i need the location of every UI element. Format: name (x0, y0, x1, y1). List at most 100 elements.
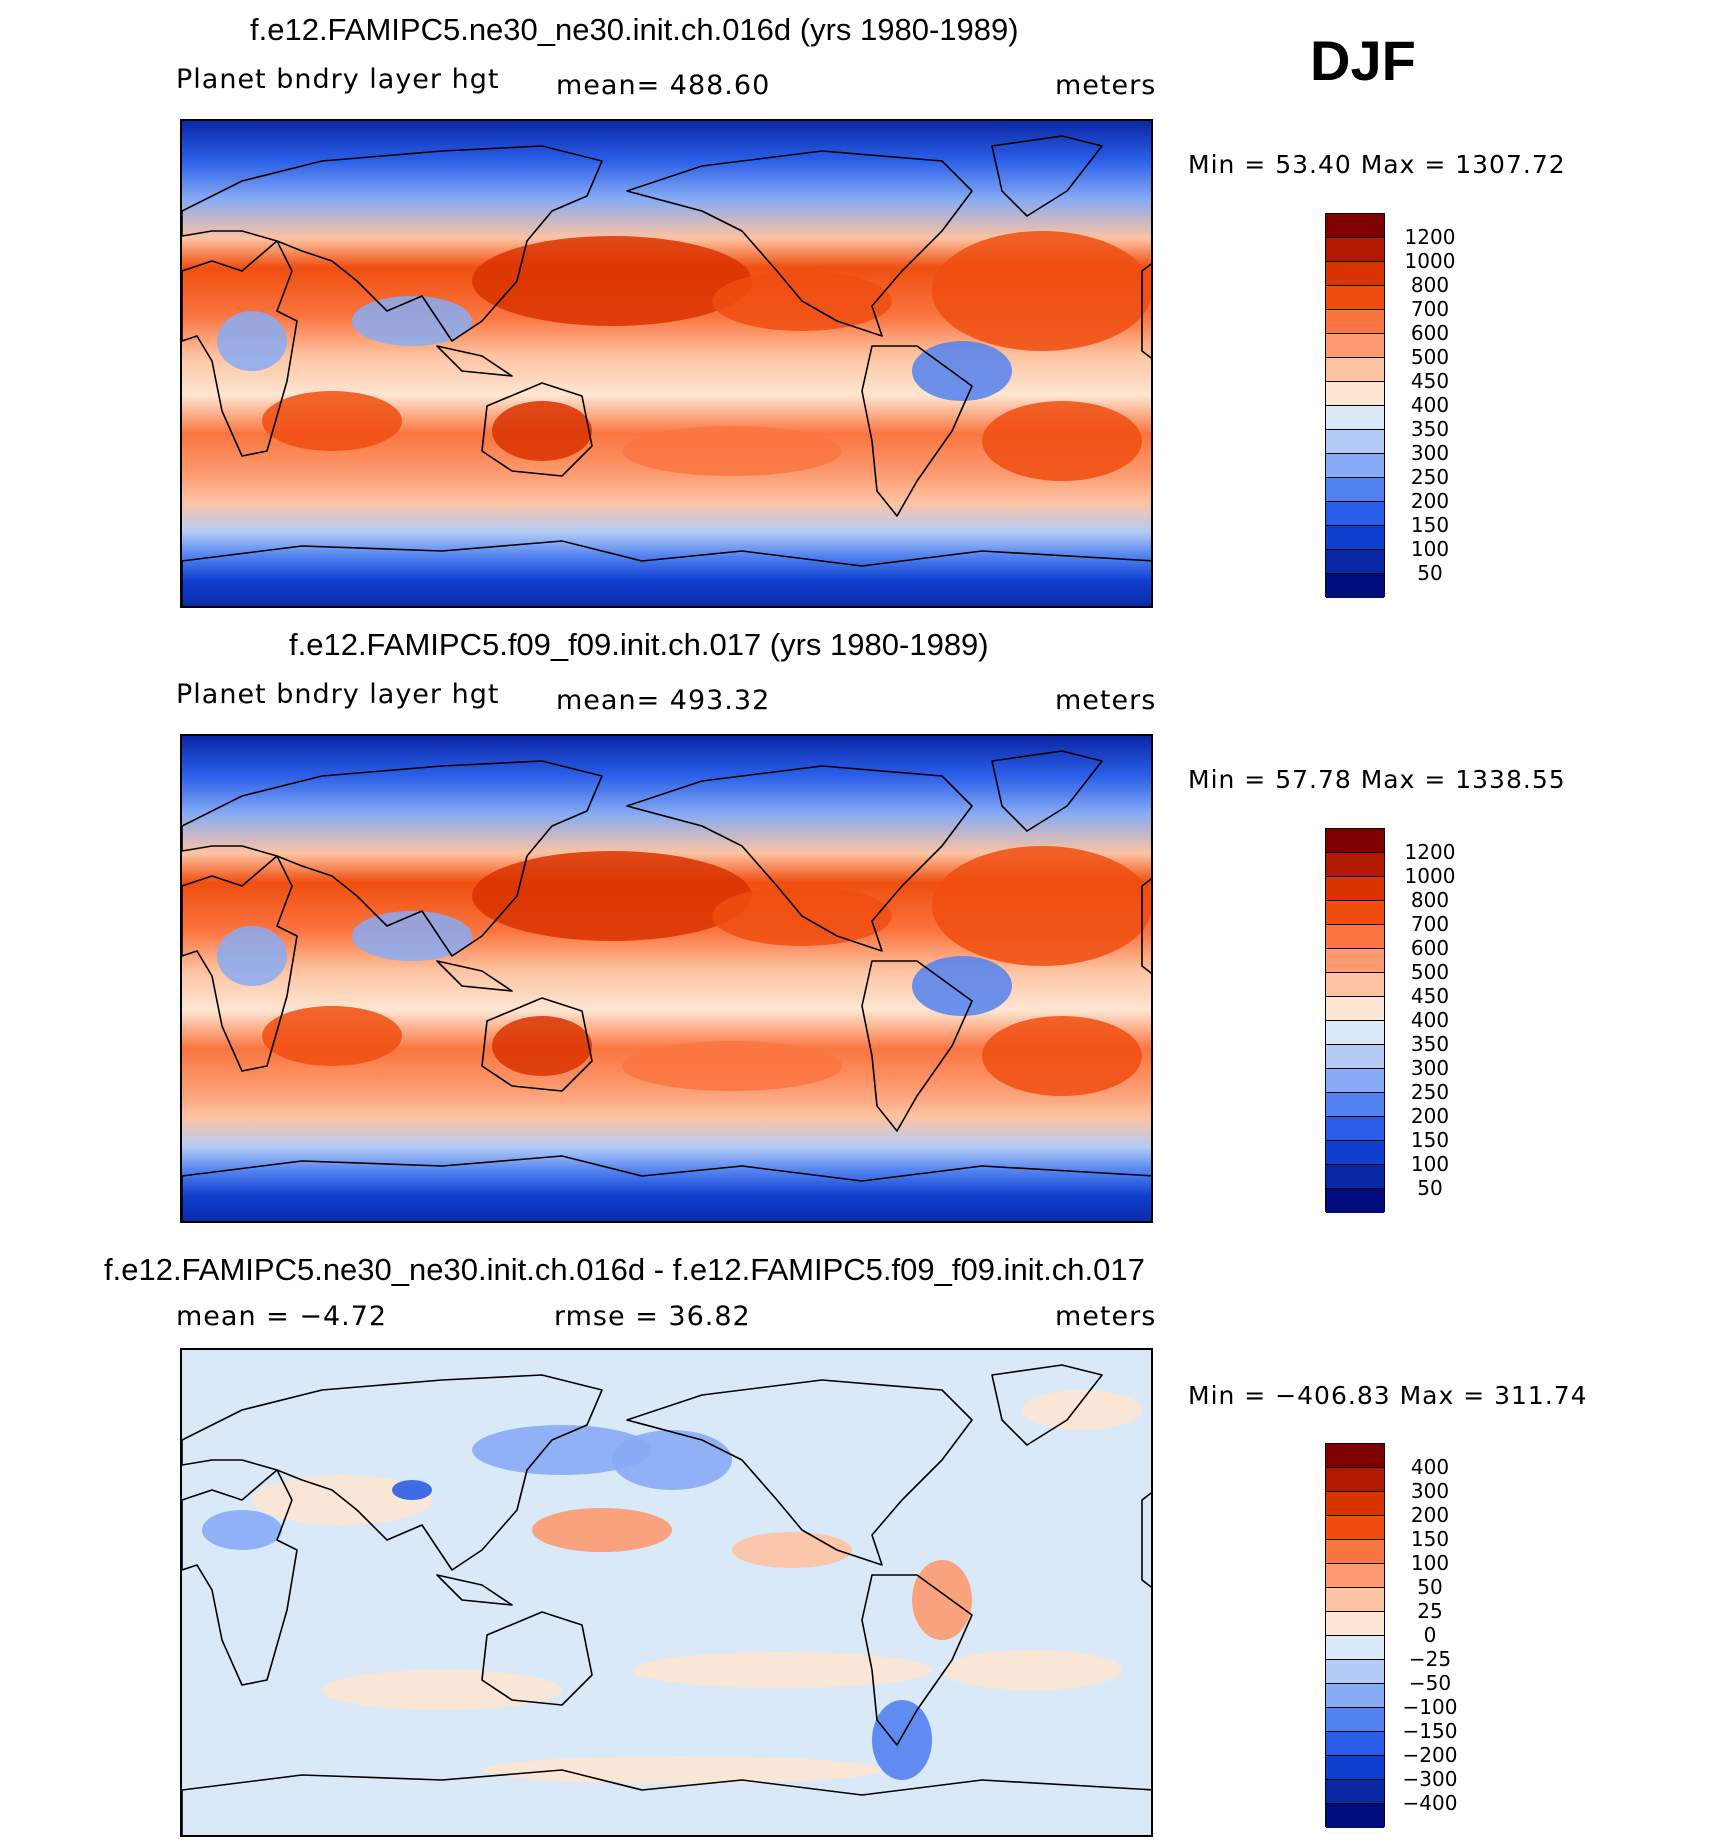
colorbar-swatch (1326, 1045, 1384, 1069)
colorbar-swatch (1326, 1708, 1384, 1732)
colorbar-swatch (1326, 973, 1384, 997)
colorbar-swatch (1326, 214, 1384, 238)
colorbar-swatch (1326, 925, 1384, 949)
colorbar-label: 600 (1410, 936, 1450, 960)
colorbar-label: 200 (1410, 1104, 1450, 1128)
colorbar-label: 200 (1410, 489, 1450, 513)
panel-2-minmax: Min = 57.78 Max = 1338.55 (1188, 765, 1566, 794)
colorbar-swatch (1326, 454, 1384, 478)
colorbar-label: 1200 (1404, 840, 1456, 864)
colorbar-label: 50 (1417, 1176, 1443, 1200)
colorbar-label: 700 (1410, 297, 1450, 321)
colorbar-label: 450 (1410, 369, 1450, 393)
colorbar-swatch (1326, 1141, 1384, 1165)
colorbar-swatch (1326, 406, 1384, 430)
panel-1-units: meters (1055, 70, 1157, 101)
colorbar-label: 100 (1410, 1551, 1450, 1575)
colorbar-swatch (1326, 1564, 1384, 1588)
panel-1-minmax: Min = 53.40 Max = 1307.72 (1188, 150, 1566, 179)
colorbar-label: −50 (1408, 1671, 1452, 1695)
colorbar-swatch (1326, 238, 1384, 262)
colorbar-swatch (1326, 526, 1384, 550)
colorbar-label: 350 (1410, 1032, 1450, 1056)
colorbar-label: −100 (1402, 1695, 1458, 1719)
colorbar-label: −400 (1402, 1791, 1458, 1815)
panel-2-title: f.e12.FAMIPC5.f09_f09.init.ch.017 (yrs 1… (289, 627, 989, 662)
colorbar-label: 1000 (1404, 864, 1456, 888)
panel-1-mean: mean= 488.60 (556, 70, 771, 101)
colorbar-swatch (1326, 550, 1384, 574)
colorbar-label: 300 (1410, 1056, 1450, 1080)
panel-2-variable: Planet bndry layer hgt (176, 679, 500, 710)
colorbar-swatch (1326, 901, 1384, 925)
colorbar-swatch (1326, 502, 1384, 526)
season-label: DJF (1310, 29, 1416, 92)
panel-2-mean: mean= 493.32 (556, 685, 771, 716)
colorbar-label: 500 (1410, 960, 1450, 984)
colorbar-swatch (1326, 1684, 1384, 1708)
colorbar-label: 450 (1410, 984, 1450, 1008)
colorbar-label: 500 (1410, 345, 1450, 369)
colorbar-swatch (1326, 382, 1384, 406)
panel-3-map (180, 1348, 1153, 1837)
colorbar-swatch (1326, 853, 1384, 877)
panel-1-variable: Planet bndry layer hgt (176, 64, 500, 95)
colorbar-swatch (1326, 1444, 1384, 1468)
panel-2-units: meters (1055, 685, 1157, 716)
colorbar-label: 150 (1410, 1128, 1450, 1152)
panel-1-map (180, 119, 1153, 608)
panel-3-units: meters (1055, 1301, 1157, 1332)
panel-3-colorbar (1325, 1443, 1385, 1828)
colorbar-label: 600 (1410, 321, 1450, 345)
colorbar-swatch (1326, 1492, 1384, 1516)
colorbar-swatch (1326, 1636, 1384, 1660)
colorbar-label: 150 (1410, 1527, 1450, 1551)
colorbar-swatch (1326, 1468, 1384, 1492)
colorbar-swatch (1326, 478, 1384, 502)
colorbar-swatch (1326, 1165, 1384, 1189)
panel-3-rmse: rmse = 36.82 (554, 1301, 751, 1332)
colorbar-swatch (1326, 430, 1384, 454)
colorbar-label: 400 (1410, 1008, 1450, 1032)
panel-2-map (180, 734, 1153, 1223)
panel-3-minmax: Min = −406.83 Max = 311.74 (1188, 1381, 1588, 1410)
colorbar-label: 200 (1410, 1503, 1450, 1527)
colorbar-swatch (1326, 310, 1384, 334)
colorbar-label: 350 (1410, 417, 1450, 441)
colorbar-label: 250 (1410, 465, 1450, 489)
colorbar-label: 400 (1410, 393, 1450, 417)
colorbar-swatch (1326, 997, 1384, 1021)
colorbar-swatch (1326, 1612, 1384, 1636)
colorbar-swatch (1326, 1660, 1384, 1684)
panel-3-mean: mean = −4.72 (176, 1301, 388, 1332)
colorbar-swatch (1326, 1780, 1384, 1804)
colorbar-swatch (1326, 1069, 1384, 1093)
colorbar-swatch (1326, 1516, 1384, 1540)
colorbar-swatch (1326, 262, 1384, 286)
colorbar-label: 300 (1410, 441, 1450, 465)
colorbar-swatch (1326, 1093, 1384, 1117)
colorbar-swatch (1326, 1804, 1384, 1828)
colorbar-label: 800 (1410, 273, 1450, 297)
colorbar-swatch (1326, 877, 1384, 901)
colorbar-label: −25 (1408, 1647, 1452, 1671)
panel-1-colorbar (1325, 213, 1385, 598)
colorbar-swatch (1326, 1189, 1384, 1213)
panel-1-title: f.e12.FAMIPC5.ne30_ne30.init.ch.016d (yr… (250, 12, 1019, 47)
colorbar-swatch (1326, 574, 1384, 598)
colorbar-label: 250 (1410, 1080, 1450, 1104)
panel-3-title: f.e12.FAMIPC5.ne30_ne30.init.ch.016d - f… (104, 1252, 1145, 1287)
colorbar-label: 1000 (1404, 249, 1456, 273)
colorbar-label: −300 (1402, 1767, 1458, 1791)
colorbar-swatch (1326, 334, 1384, 358)
colorbar-label: 800 (1410, 888, 1450, 912)
colorbar-label: 50 (1417, 561, 1443, 585)
colorbar-label: 700 (1410, 912, 1450, 936)
colorbar-label: 150 (1410, 513, 1450, 537)
colorbar-swatch (1326, 829, 1384, 853)
colorbar-swatch (1326, 358, 1384, 382)
colorbar-swatch (1326, 1732, 1384, 1756)
colorbar-label: 100 (1410, 537, 1450, 561)
colorbar-swatch (1326, 1540, 1384, 1564)
colorbar-label: 50 (1417, 1575, 1443, 1599)
